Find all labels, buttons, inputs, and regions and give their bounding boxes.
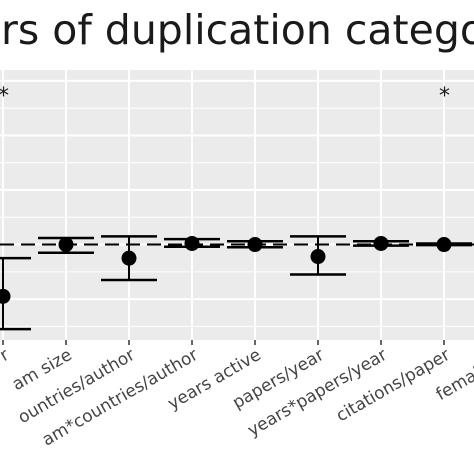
significance-annotation: *	[439, 84, 450, 109]
data-point	[58, 237, 74, 253]
chart-title: rs of duplication categor	[1, 6, 474, 54]
data-point	[0, 288, 11, 304]
data-point	[310, 249, 326, 265]
significance-annotation: *	[0, 84, 9, 109]
data-point	[373, 235, 389, 251]
data-point	[121, 250, 137, 266]
x-tick-label: r	[0, 345, 12, 366]
data-marks: **	[0, 84, 474, 331]
x-axis: ram sizeountries/authoram*countries/auth…	[0, 340, 474, 450]
data-point	[184, 235, 200, 251]
data-point	[436, 237, 452, 253]
plot-panel	[0, 70, 474, 340]
data-point	[247, 237, 263, 253]
